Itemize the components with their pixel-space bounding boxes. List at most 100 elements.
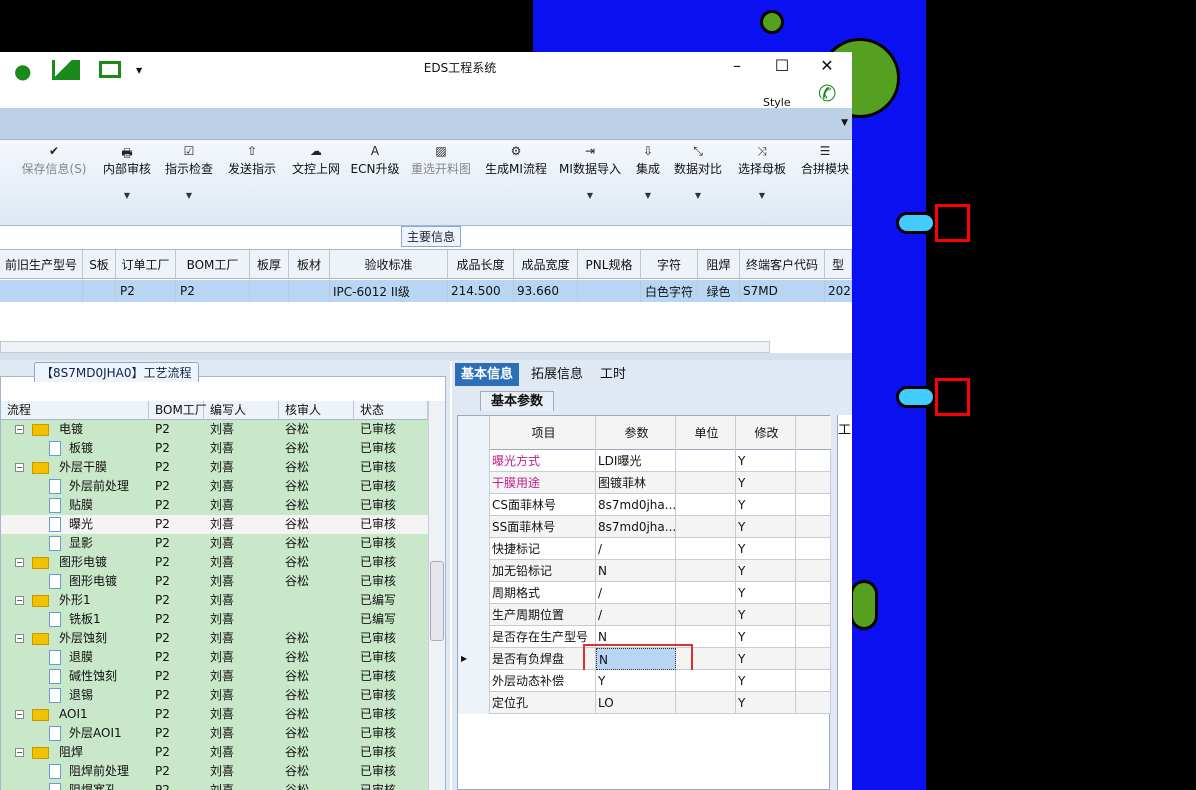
params-row[interactable]: ▶ 是否有负焊盘 N Y bbox=[458, 648, 831, 670]
tree-row[interactable]: 板镀 P2 刘喜 谷松 已审核 bbox=[1, 439, 428, 458]
vertical-scrollbar[interactable] bbox=[428, 401, 445, 790]
toolbar-button-4[interactable]: ☁ 文控上网 bbox=[292, 144, 340, 177]
column-header[interactable]: BOM工厂 bbox=[149, 401, 207, 420]
tree-row[interactable]: − 外形1 P2 刘喜 已编写 bbox=[1, 591, 428, 610]
toolbar-button-10[interactable]: ⤡ 数据对比 ▼ bbox=[674, 144, 722, 200]
column-header[interactable]: 单位 bbox=[676, 416, 736, 450]
params-row[interactable]: 定位孔 LO Y bbox=[458, 692, 831, 714]
column-header[interactable]: 终端客户代码 bbox=[740, 250, 825, 278]
row-header[interactable] bbox=[458, 670, 490, 692]
chevron-down-icon[interactable]: ▼ bbox=[586, 191, 594, 200]
column-header[interactable]: 验收标准 bbox=[330, 250, 448, 278]
tree-row[interactable]: 曝光 P2 刘喜 谷松 已审核 bbox=[1, 515, 428, 534]
column-header[interactable]: 核审人 bbox=[279, 401, 354, 420]
row-header[interactable] bbox=[458, 494, 490, 516]
column-header[interactable]: 板材 bbox=[289, 250, 330, 278]
column-header[interactable]: 修改 bbox=[736, 416, 796, 450]
tab-1[interactable]: 拓展信息 bbox=[531, 367, 584, 382]
row-header[interactable] bbox=[458, 604, 490, 626]
column-header[interactable]: 项目 bbox=[490, 416, 596, 450]
tab-0[interactable]: 基本信息 bbox=[455, 363, 520, 386]
tree-row[interactable]: 阻焊前处理 P2 刘喜 谷松 已审核 bbox=[1, 762, 428, 781]
param-value[interactable]: 8s7md0jha... bbox=[596, 494, 676, 516]
collapse-toggle[interactable]: − bbox=[15, 558, 24, 567]
close-button[interactable]: ✕ bbox=[820, 56, 834, 75]
param-value[interactable]: Y bbox=[596, 670, 676, 692]
tree-row[interactable]: − 外层蚀刻 P2 刘喜 谷松 已审核 bbox=[1, 629, 428, 648]
column-header[interactable]: 订单工厂 bbox=[116, 250, 176, 278]
row-header[interactable] bbox=[458, 560, 490, 582]
column-header[interactable]: 状态 bbox=[354, 401, 428, 420]
tree-row[interactable]: − AOI1 P2 刘喜 谷松 已审核 bbox=[1, 705, 428, 724]
row-header[interactable] bbox=[458, 582, 490, 604]
param-value[interactable]: LDI曝光 bbox=[596, 450, 676, 472]
param-value[interactable]: / bbox=[596, 582, 676, 604]
tree-row[interactable]: 外层前处理 P2 刘喜 谷松 已审核 bbox=[1, 477, 428, 496]
column-header[interactable]: 参数 bbox=[596, 416, 676, 450]
chevron-down-icon[interactable]: ▼ bbox=[185, 191, 193, 200]
param-value[interactable]: N bbox=[596, 626, 676, 648]
maximize-button[interactable]: ☐ bbox=[774, 56, 790, 75]
row-header[interactable] bbox=[458, 538, 490, 560]
row-header[interactable] bbox=[458, 626, 490, 648]
phone-icon[interactable]: ✆ bbox=[818, 82, 837, 107]
collapse-toggle[interactable]: − bbox=[15, 596, 24, 605]
row-header[interactable] bbox=[458, 692, 490, 714]
toolbar-button-7[interactable]: ⚙ 生成MI流程 bbox=[485, 144, 547, 177]
params-row[interactable]: 是否存在生产型号 N Y bbox=[458, 626, 831, 648]
tab-basic-params[interactable]: 基本参数 bbox=[480, 391, 555, 411]
table-row[interactable]: P2 P2 IPC-6012 II级 214.500 93.660 白色字符 绿色 S7MD 2… bbox=[0, 280, 852, 302]
chevron-down-icon[interactable]: ▼ bbox=[644, 191, 652, 200]
chevron-down-icon[interactable]: ▼ bbox=[136, 66, 143, 75]
monitor-icon[interactable] bbox=[99, 61, 121, 78]
tree-row[interactable]: 退膜 P2 刘喜 谷松 已审核 bbox=[1, 648, 428, 667]
toolbar-button-11[interactable]: ⤨ 选择母板 ▼ bbox=[738, 144, 786, 200]
param-value[interactable]: / bbox=[596, 604, 676, 626]
chevron-down-icon[interactable]: ▼ bbox=[841, 118, 848, 128]
collapse-toggle[interactable]: − bbox=[15, 463, 24, 472]
collapse-toggle[interactable]: − bbox=[15, 634, 24, 643]
toolbar-button-5[interactable]: A ECN升级 bbox=[351, 144, 400, 177]
toolbar-button-12[interactable]: ☰ 合拼模块 bbox=[801, 144, 849, 177]
tree-row[interactable]: 退锡 P2 刘喜 谷松 已审核 bbox=[1, 686, 428, 705]
column-header[interactable]: 字符 bbox=[641, 250, 698, 278]
tree-row[interactable]: − 外层干膜 P2 刘喜 谷松 已审核 bbox=[1, 458, 428, 477]
tab-2[interactable]: 工时 bbox=[600, 367, 627, 382]
toolbar-button-0[interactable]: ✔ 保存信息(S) bbox=[22, 144, 87, 177]
column-header[interactable]: BOM工厂 bbox=[176, 250, 250, 278]
column-header[interactable]: 型 bbox=[825, 250, 852, 278]
params-row[interactable]: 周期格式 / Y bbox=[458, 582, 831, 604]
collapse-toggle[interactable]: − bbox=[15, 710, 24, 719]
toolbar-button-2[interactable]: ☑ 指示检查 ▼ bbox=[165, 144, 213, 200]
collapse-toggle[interactable]: − bbox=[15, 748, 24, 757]
params-row[interactable]: 曝光方式 LDI曝光 Y bbox=[458, 450, 831, 472]
chevron-down-icon[interactable]: ▼ bbox=[123, 191, 131, 200]
toolbar-button-3[interactable]: ⇧ 发送指示 bbox=[228, 144, 276, 177]
tree-row[interactable]: − 图形电镀 P2 刘喜 谷松 已审核 bbox=[1, 553, 428, 572]
params-row[interactable]: 加无铅标记 N Y bbox=[458, 560, 831, 582]
row-header[interactable] bbox=[458, 472, 490, 494]
tree-row[interactable]: 图形电镀 P2 刘喜 谷松 已审核 bbox=[1, 572, 428, 591]
tree-row[interactable]: 阻焊塞孔 P2 刘喜 谷松 已审核 bbox=[1, 781, 428, 790]
tree-row[interactable]: 显影 P2 刘喜 谷松 已审核 bbox=[1, 534, 428, 553]
toolbar-button-1[interactable]: 🖶 内部审核 ▼ bbox=[103, 144, 151, 200]
column-header[interactable]: 编写人 bbox=[204, 401, 279, 420]
tree-row[interactable]: 贴膜 P2 刘喜 谷松 已审核 bbox=[1, 496, 428, 515]
params-row[interactable]: 快捷标记 / Y bbox=[458, 538, 831, 560]
tree-row[interactable]: − 阻焊 P2 刘喜 谷松 已审核 bbox=[1, 743, 428, 762]
tree-row[interactable]: 碱性蚀刻 P2 刘喜 谷松 已审核 bbox=[1, 667, 428, 686]
column-header[interactable]: 阻焊 bbox=[698, 250, 740, 278]
splitter[interactable] bbox=[0, 353, 852, 361]
param-value[interactable]: N bbox=[596, 648, 676, 670]
column-header[interactable]: 成品宽度 bbox=[514, 250, 578, 278]
tree-row[interactable]: − 电镀 P2 刘喜 谷松 已审核 bbox=[1, 420, 428, 439]
column-header[interactable]: 成品长度 bbox=[448, 250, 514, 278]
param-value[interactable]: 8s7md0jha... bbox=[596, 516, 676, 538]
collapse-toggle[interactable]: − bbox=[15, 425, 24, 434]
style-menu[interactable]: Style bbox=[763, 96, 791, 109]
row-header[interactable] bbox=[458, 450, 490, 472]
tree-row[interactable]: 外层AOI1 P2 刘喜 谷松 已审核 bbox=[1, 724, 428, 743]
minimize-button[interactable]: – bbox=[733, 56, 741, 75]
chart-icon[interactable] bbox=[52, 60, 80, 80]
param-value[interactable]: / bbox=[596, 538, 676, 560]
